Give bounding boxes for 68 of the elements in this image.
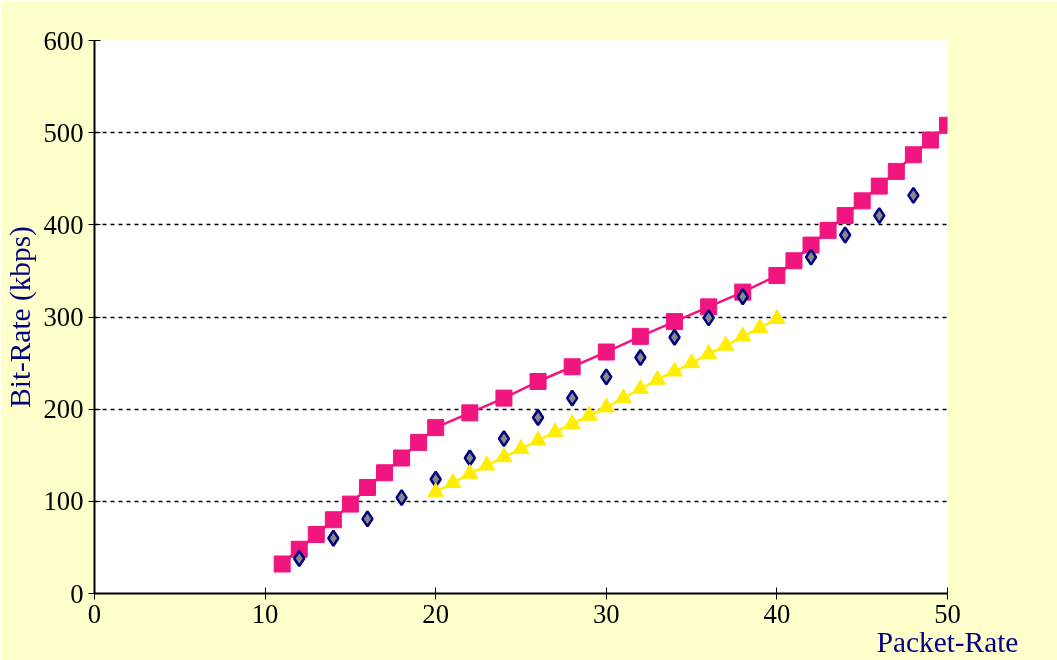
point: [631, 327, 649, 345]
point: [870, 177, 888, 195]
y-tick-label: 200: [43, 394, 84, 425]
x-tick-label: 30: [592, 598, 620, 629]
point: [495, 389, 513, 407]
point: [529, 430, 547, 446]
point: [563, 414, 581, 430]
point: [887, 162, 905, 180]
point: [324, 511, 342, 529]
point: [597, 397, 615, 413]
point: [768, 309, 786, 324]
point: [683, 353, 701, 369]
y-axis-title: Bit-Rate (kbps): [3, 226, 37, 408]
point: [529, 373, 547, 391]
y-tick-label: 400: [43, 209, 84, 240]
point: [836, 207, 854, 225]
point: [702, 309, 715, 327]
point: [393, 449, 411, 467]
point: [463, 449, 477, 467]
point: [565, 389, 579, 407]
y-tick-label: 300: [43, 302, 84, 332]
point: [427, 419, 445, 437]
point: [427, 482, 445, 498]
point: [376, 464, 394, 482]
point: [563, 358, 581, 376]
point: [512, 439, 530, 454]
point: [802, 236, 820, 254]
point: [853, 192, 871, 210]
x-tick-label: 10: [251, 598, 279, 629]
point: [497, 429, 511, 448]
point: [804, 248, 818, 266]
point: [751, 318, 769, 334]
point: [734, 326, 752, 342]
point: [785, 252, 803, 270]
point: [410, 433, 428, 451]
point: [819, 221, 837, 239]
point: [327, 529, 340, 547]
point: [600, 368, 613, 386]
point: [666, 313, 684, 331]
point: [341, 495, 359, 513]
point: [921, 131, 939, 149]
point: [478, 455, 496, 471]
y-tick-label: 0: [70, 578, 84, 609]
point: [666, 361, 684, 377]
point: [614, 388, 632, 404]
point: [768, 267, 786, 285]
point: [495, 447, 513, 463]
point: [546, 422, 564, 438]
point: [358, 479, 376, 497]
point: [597, 343, 615, 361]
point: [461, 404, 479, 422]
point: [631, 379, 649, 395]
point: [736, 287, 750, 306]
y-tick-label: 100: [43, 486, 84, 517]
y-tick-label: 500: [43, 117, 84, 148]
point: [292, 549, 306, 568]
point: [838, 226, 852, 244]
x-tick-label: 20: [422, 598, 450, 629]
point: [700, 344, 718, 359]
point: [429, 470, 442, 488]
point: [273, 555, 291, 573]
point: [904, 146, 922, 164]
point: [307, 526, 325, 544]
x-tick-label: 40: [763, 598, 791, 629]
y-tick-label: 600: [43, 25, 84, 56]
point: [531, 408, 545, 427]
point: [444, 473, 462, 489]
point: [361, 510, 374, 528]
